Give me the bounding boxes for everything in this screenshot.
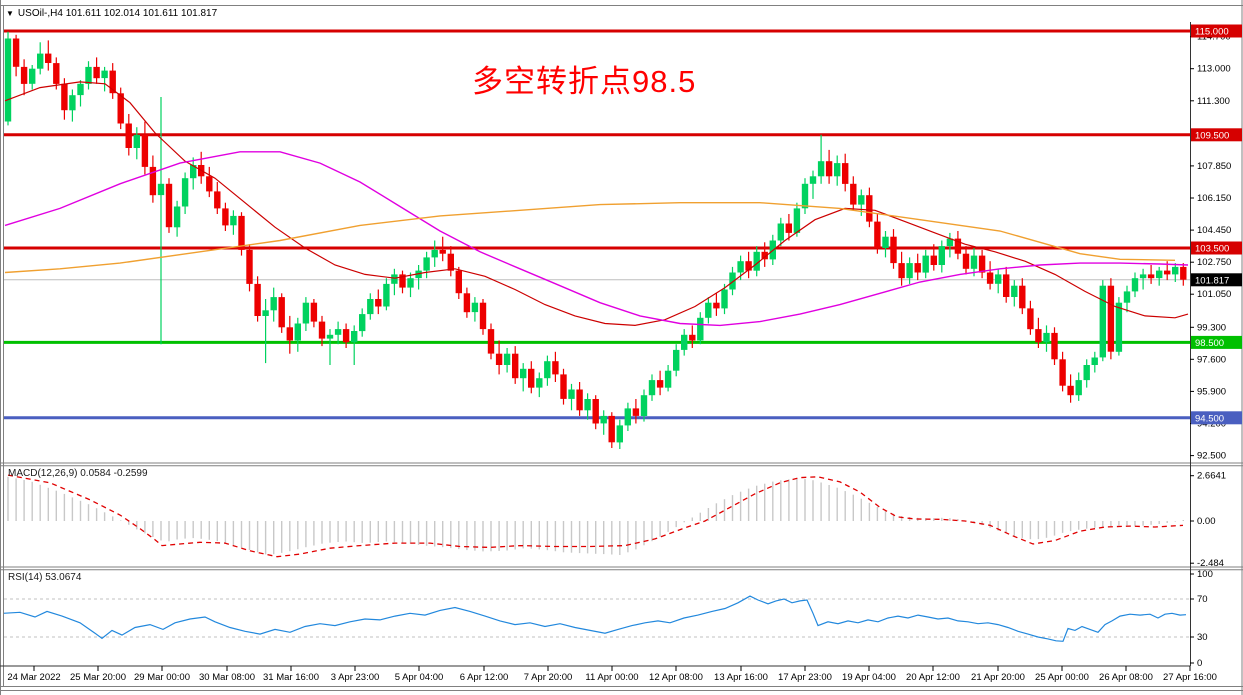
svg-text:0.00: 0.00 — [1197, 516, 1216, 527]
ma-slow-orange — [4, 201, 1176, 274]
svg-text:11 Apr 00:00: 11 Apr 00:00 — [585, 672, 638, 683]
ohlc-values: 101.611 102.014 101.611 101.817 — [65, 8, 218, 19]
svg-text:-2.484: -2.484 — [1197, 558, 1224, 569]
svg-text:30 Mar 08:00: 30 Mar 08:00 — [199, 672, 255, 683]
annotation-text: 多空转折点98.5 — [472, 64, 697, 99]
svg-text:109.500: 109.500 — [1195, 130, 1229, 141]
svg-text:21 Apr 20:00: 21 Apr 20:00 — [971, 672, 1025, 683]
svg-text:27 Apr 16:00: 27 Apr 16:00 — [1163, 672, 1217, 683]
svg-text:94.500: 94.500 — [1195, 413, 1224, 424]
svg-text:103.500: 103.500 — [1195, 244, 1229, 255]
svg-text:92.500: 92.500 — [1197, 451, 1226, 462]
macd-signal-line — [7, 474, 1184, 558]
macd-histogram[interactable] — [7, 476, 1185, 555]
collapse-arrow-icon[interactable]: ▼ — [6, 9, 14, 18]
svg-text:95.900: 95.900 — [1197, 386, 1226, 397]
svg-text:70: 70 — [1197, 594, 1208, 605]
svg-text:104.450: 104.450 — [1197, 225, 1231, 236]
svg-text:24 Mar 2022: 24 Mar 2022 — [7, 672, 60, 683]
rsi-line — [2, 595, 1187, 642]
svg-text:0: 0 — [1197, 658, 1202, 669]
candles-group[interactable] — [4, 31, 1187, 449]
macd-indicator-label: MACD(12,26,9) 0.0584 -0.2599 — [8, 468, 148, 479]
svg-text:17 Apr 23:00: 17 Apr 23:00 — [778, 672, 832, 683]
price-axis[interactable]: 114.700113.000111.300107.850106.150104.4… — [1190, 24, 1242, 670]
svg-text:113.000: 113.000 — [1197, 64, 1231, 75]
svg-text:25 Apr 00:00: 25 Apr 00:00 — [1035, 672, 1089, 683]
svg-text:101.050: 101.050 — [1197, 289, 1231, 300]
svg-text:3 Apr 23:00: 3 Apr 23:00 — [331, 672, 380, 683]
svg-text:102.750: 102.750 — [1197, 257, 1231, 268]
svg-text:106.150: 106.150 — [1197, 193, 1231, 204]
svg-text:2.6641: 2.6641 — [1197, 471, 1226, 482]
svg-text:30: 30 — [1197, 632, 1208, 643]
svg-text:97.600: 97.600 — [1197, 354, 1226, 365]
svg-text:26 Apr 08:00: 26 Apr 08:00 — [1099, 672, 1153, 683]
svg-text:19 Apr 04:00: 19 Apr 04:00 — [842, 672, 896, 683]
svg-text:31 Mar 16:00: 31 Mar 16:00 — [263, 672, 319, 683]
svg-text:25 Mar 20:00: 25 Mar 20:00 — [70, 672, 126, 683]
svg-text:12 Apr 08:00: 12 Apr 08:00 — [649, 672, 703, 683]
svg-text:20 Apr 12:00: 20 Apr 12:00 — [906, 672, 960, 683]
svg-text:98.500: 98.500 — [1195, 338, 1224, 349]
chart-header[interactable]: ▼ USOil-,H4 101.611 102.014 101.611 101.8… — [6, 8, 217, 19]
svg-text:99.300: 99.300 — [1197, 322, 1226, 333]
svg-text:115.000: 115.000 — [1195, 27, 1229, 38]
ma-mid-magenta — [4, 151, 1189, 327]
svg-text:111.300: 111.300 — [1197, 96, 1230, 107]
symbol-period-label: USOil-,H4 — [17, 8, 63, 19]
svg-text:101.817: 101.817 — [1195, 275, 1229, 286]
svg-text:6 Apr 12:00: 6 Apr 12:00 — [460, 672, 509, 683]
svg-text:7 Apr 20:00: 7 Apr 20:00 — [524, 672, 573, 683]
rsi-indicator-label: RSI(14) 53.0674 — [8, 572, 82, 583]
svg-text:107.850: 107.850 — [1197, 161, 1231, 172]
time-axis[interactable]: 24 Mar 2022 25 Mar 20:00 29 Mar 00:00 30 Ma… — [7, 666, 1217, 683]
svg-text:13 Apr 16:00: 13 Apr 16:00 — [714, 672, 768, 683]
svg-text:5 Apr 04:00: 5 Apr 04:00 — [395, 672, 444, 683]
svg-text:100: 100 — [1197, 569, 1213, 580]
ma-fast-red — [4, 81, 1189, 327]
svg-text:29 Mar 00:00: 29 Mar 00:00 — [134, 672, 190, 683]
